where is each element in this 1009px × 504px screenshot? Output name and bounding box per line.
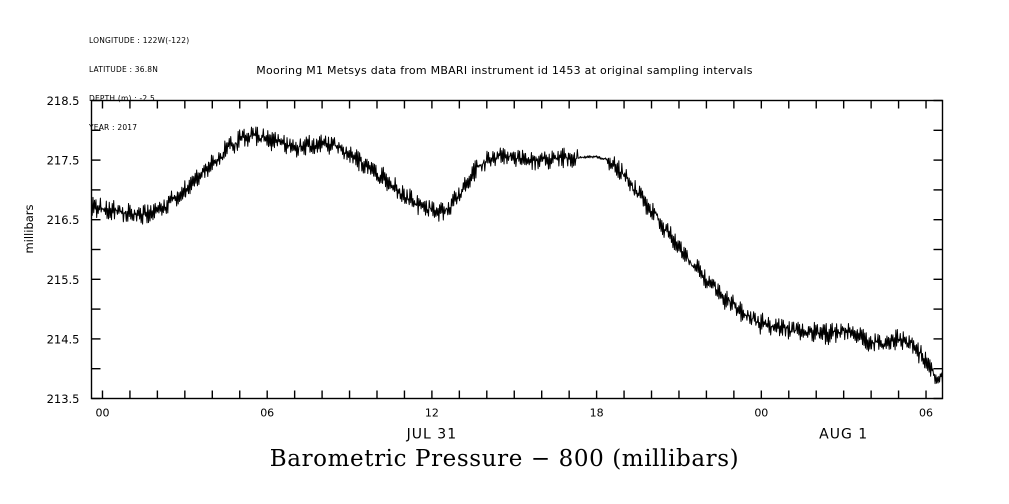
x-tick-label: 00	[95, 407, 109, 420]
y-tick-label: 217.5	[47, 154, 80, 168]
metadata-latitude: LATITUDE : 36.8N	[89, 64, 159, 74]
metadata-depth: DEPTH (m) : -2.5	[89, 93, 155, 103]
figure-caption: Barometric Pressure − 800 (millibars)	[269, 446, 740, 472]
y-tick-label: 218.5	[47, 94, 80, 108]
data-series-0	[91, 126, 943, 385]
tick-labels-layer: 213.5 214.5 215.5 216.5 217.5 218.5 00 06 12 18 00…	[47, 94, 933, 443]
y-tick-label: 215.5	[47, 273, 80, 287]
x-tick-label: 12	[425, 407, 439, 420]
ticks-layer	[91, 99, 943, 400]
x-day-label: AUG 1	[819, 427, 868, 443]
y-tick-label: 214.5	[47, 332, 80, 346]
chart-title: Mooring M1 Metsys data from MBARI instru…	[256, 64, 753, 77]
y-tick-label: 216.5	[47, 213, 80, 227]
metadata-longitude: LONGITUDE : 122W(-122)	[89, 36, 190, 46]
x-day-label: JUL 31	[406, 427, 457, 443]
plot-frame	[90, 99, 944, 400]
x-tick-label: 18	[590, 407, 604, 420]
y-tick-label: 213.5	[47, 392, 80, 406]
x-tick-label: 00	[754, 407, 768, 420]
metadata-year: YEAR : 2017	[89, 122, 138, 132]
metadata-block: LONGITUDE : 122W(-122) LATITUDE : 36.8N …	[89, 17, 189, 151]
x-tick-label: 06	[919, 407, 933, 420]
axes-layer	[90, 99, 944, 400]
x-tick-label: 06	[260, 407, 274, 420]
data-series-layer	[91, 126, 943, 385]
